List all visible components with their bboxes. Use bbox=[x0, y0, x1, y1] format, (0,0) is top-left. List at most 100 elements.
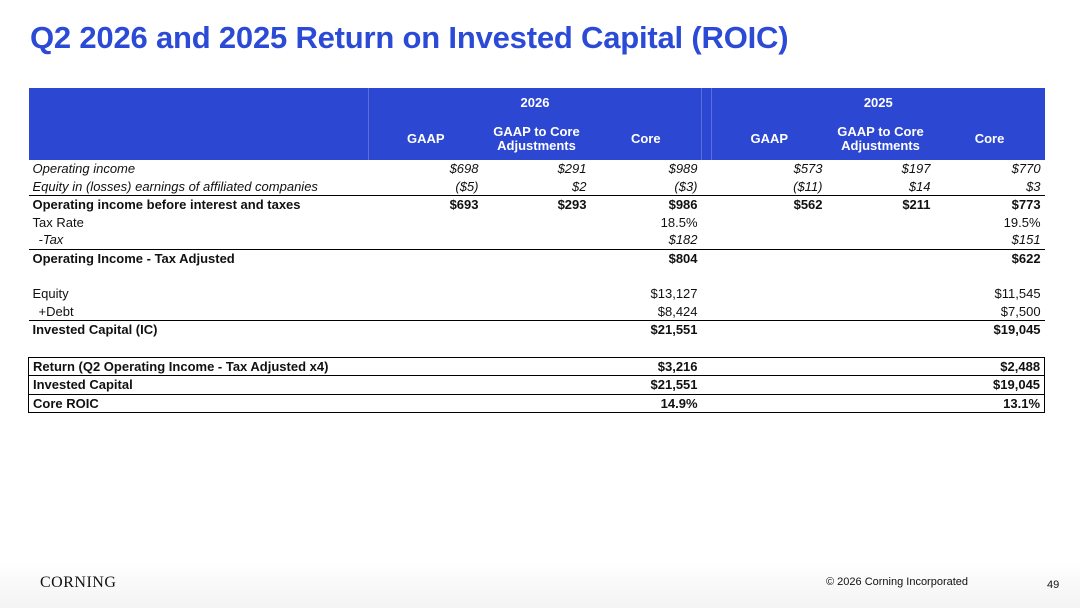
value-cell: $562 bbox=[711, 195, 827, 214]
empty-cell bbox=[711, 320, 827, 339]
value-cell: $622 bbox=[934, 248, 1045, 267]
gap-cell bbox=[701, 375, 712, 395]
value-cell: $151 bbox=[1011, 232, 1041, 248]
value-cell: $19,045 bbox=[934, 375, 1046, 395]
column-header: GAAP bbox=[368, 118, 483, 160]
roic-table: 2026 2025 GAAP GAAP to Core Adjustments Co… bbox=[28, 88, 1046, 413]
header-blank bbox=[28, 88, 369, 118]
gap-cell bbox=[702, 160, 712, 178]
empty-cell bbox=[827, 267, 935, 285]
table-row: Operating income $698 $291 $989 $573 $197 $770 bbox=[29, 160, 1045, 178]
empty-cell bbox=[711, 375, 827, 395]
value-cell: $8,424 bbox=[657, 303, 698, 319]
gap-cell bbox=[702, 303, 712, 321]
empty-cell bbox=[827, 214, 935, 232]
empty-cell bbox=[482, 248, 591, 267]
table-row: Operating Income - Tax Adjusted $804 $622 bbox=[28, 248, 1045, 267]
gap-cell bbox=[702, 285, 712, 303]
year-header: 2025 bbox=[711, 88, 1045, 118]
value-cell: $2 bbox=[572, 178, 587, 194]
empty-cell bbox=[483, 285, 591, 303]
footer: CORNING © 2026 Corning Incorporated 49 bbox=[0, 562, 1080, 608]
empty-cell bbox=[369, 214, 483, 232]
row-label: +Debt bbox=[38, 303, 74, 319]
empty-cell bbox=[711, 393, 827, 413]
row-label: Invested Capital (IC) bbox=[28, 320, 369, 339]
table-row: Return (Q2 Operating Income - Tax Adjust… bbox=[28, 356, 1046, 376]
empty-cell bbox=[482, 393, 591, 413]
empty-cell bbox=[482, 356, 591, 376]
table-row: Invested Capital $21,551 $19,045 bbox=[28, 375, 1046, 395]
empty-cell bbox=[702, 267, 712, 285]
value-cell: $770 bbox=[1011, 161, 1041, 177]
logo: CORNING bbox=[40, 574, 117, 591]
empty-cell bbox=[712, 214, 827, 232]
value-cell: $13,127 bbox=[650, 286, 698, 302]
header-gap bbox=[701, 118, 712, 160]
value-cell: $693 bbox=[368, 195, 483, 214]
empty-cell bbox=[483, 339, 591, 358]
empty-cell bbox=[935, 339, 1045, 358]
header-gap bbox=[701, 88, 712, 118]
table-row: -Tax $182 $151 bbox=[29, 231, 1045, 249]
row-label: Operating Income - Tax Adjusted bbox=[28, 248, 369, 267]
empty-cell bbox=[368, 320, 483, 339]
value-cell: $986 bbox=[590, 195, 702, 214]
value-cell: $19,045 bbox=[934, 320, 1045, 339]
empty-cell bbox=[711, 356, 827, 376]
header-blank bbox=[28, 118, 369, 160]
table-row: +Debt $8,424 $7,500 bbox=[29, 303, 1045, 321]
empty-cell bbox=[369, 303, 483, 321]
empty-cell bbox=[826, 393, 935, 413]
row-label: -Tax bbox=[38, 232, 64, 248]
empty-cell bbox=[826, 320, 935, 339]
table-row: Equity $13,127 $11,545 bbox=[29, 285, 1045, 303]
table-row: Operating income before interest and tax… bbox=[28, 195, 1045, 214]
empty-cell bbox=[711, 248, 827, 267]
value-cell: $21,551 bbox=[590, 375, 702, 395]
row-label: Operating income before interest and tax… bbox=[28, 195, 369, 214]
value-cell: 13.1% bbox=[934, 393, 1046, 413]
value-cell: 14.9% bbox=[590, 393, 702, 413]
value-cell: 19.5% bbox=[1003, 214, 1041, 230]
table-body: Operating income $698 $291 $989 $573 $197 $770… bbox=[28, 160, 1046, 413]
value-cell: ($11) bbox=[793, 178, 823, 194]
empty-cell bbox=[369, 285, 483, 303]
empty-cell bbox=[368, 356, 483, 376]
value-cell: $804 bbox=[590, 248, 702, 267]
column-header: GAAP bbox=[711, 118, 827, 160]
table-header: 2026 2025 GAAP GAAP to Core Adjustments Co… bbox=[28, 88, 1045, 160]
empty-cell bbox=[712, 303, 827, 321]
value-cell: ($5) bbox=[455, 178, 479, 194]
empty-cell bbox=[483, 303, 591, 321]
value-cell: $3,216 bbox=[590, 356, 702, 376]
table-row: Core ROIC 14.9% 13.1% bbox=[28, 393, 1046, 413]
value-cell: $698 bbox=[449, 161, 479, 177]
empty-cell bbox=[702, 339, 712, 358]
empty-cell bbox=[591, 267, 702, 285]
empty-cell bbox=[368, 375, 483, 395]
gap-cell bbox=[701, 195, 712, 214]
spacer-row bbox=[29, 267, 1045, 285]
value-cell: $14 bbox=[908, 178, 931, 194]
value-cell: $291 bbox=[557, 161, 587, 177]
empty-cell bbox=[29, 339, 369, 358]
row-label: Core ROIC bbox=[28, 393, 369, 413]
row-label: Tax Rate bbox=[32, 214, 84, 230]
empty-cell bbox=[827, 339, 935, 358]
page-number: 49 bbox=[1047, 579, 1060, 591]
empty-cell bbox=[368, 248, 483, 267]
empty-cell bbox=[827, 231, 935, 249]
gap-cell bbox=[701, 356, 712, 376]
value-cell: $3 bbox=[1026, 178, 1041, 194]
value-cell: $293 bbox=[482, 195, 591, 214]
empty-cell bbox=[827, 303, 935, 321]
empty-cell bbox=[368, 393, 483, 413]
value-cell: $197 bbox=[901, 161, 931, 177]
value-cell: $773 bbox=[934, 195, 1045, 214]
spacer-row bbox=[29, 339, 1045, 358]
empty-cell bbox=[591, 339, 702, 358]
gap-cell bbox=[702, 231, 712, 249]
value-cell: $2,488 bbox=[934, 356, 1046, 376]
